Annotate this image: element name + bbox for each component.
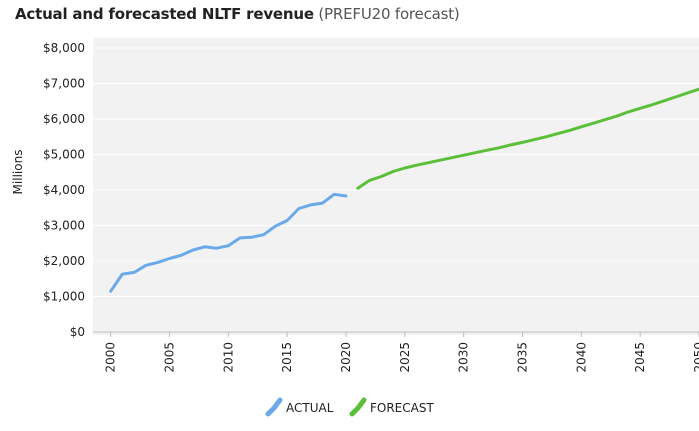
series-lines — [109, 87, 699, 293]
chart-subtitle: (PREFU20 forecast) — [318, 5, 460, 23]
x-tick-label: 2010 — [221, 342, 235, 373]
y-axis-label: Millions — [11, 150, 25, 195]
y-tick-label: $3,000 — [43, 219, 85, 233]
series-line-forecast — [356, 87, 699, 190]
x-tick-label: 2050 — [692, 342, 699, 373]
series-line-actual — [109, 192, 348, 293]
y-tick-label: $6,000 — [43, 112, 85, 126]
x-tick-label: 2020 — [339, 342, 353, 373]
legend-label-forecast: FORECAST — [370, 401, 434, 415]
y-tick-label: $4,000 — [43, 183, 85, 197]
y-tick-label: $1,000 — [43, 290, 85, 304]
y-tick-label: $5,000 — [43, 148, 85, 162]
legend-swatch-actual — [265, 397, 283, 417]
plot-area-background — [93, 38, 699, 335]
legend: ACTUAL FORECAST — [265, 397, 434, 417]
x-tick-label: 2005 — [162, 342, 176, 373]
chart-title: Actual and forecasted NLTF revenue (PREF… — [15, 5, 460, 23]
x-axis-ticks: 2000 2005 2010 2015 2020 2025 2030 2035 2040 2045… — [104, 332, 699, 373]
x-tick-label: 2000 — [104, 342, 118, 373]
legend-label-actual: ACTUAL — [286, 401, 334, 415]
x-tick-label: 2035 — [515, 342, 529, 373]
gridlines — [93, 47, 699, 333]
x-tick-label: 2040 — [574, 342, 588, 373]
x-tick-label: 2030 — [457, 342, 471, 373]
legend-swatch-forecast — [349, 397, 367, 417]
y-tick-label: $7,000 — [43, 77, 85, 91]
y-tick-label: $2,000 — [43, 254, 85, 268]
x-tick-label: 2015 — [280, 342, 294, 373]
y-tick-label: $0 — [70, 325, 85, 339]
y-tick-label: $8,000 — [43, 41, 85, 55]
x-tick-label: 2045 — [633, 342, 647, 373]
y-axis-ticks: $0 $1,000 $2,000 $3,000 $4,000 $5,000 $6,000 $7… — [43, 41, 85, 339]
chart-title-main: Actual and forecasted NLTF revenue — [15, 5, 314, 23]
x-tick-label: 2025 — [398, 342, 412, 373]
